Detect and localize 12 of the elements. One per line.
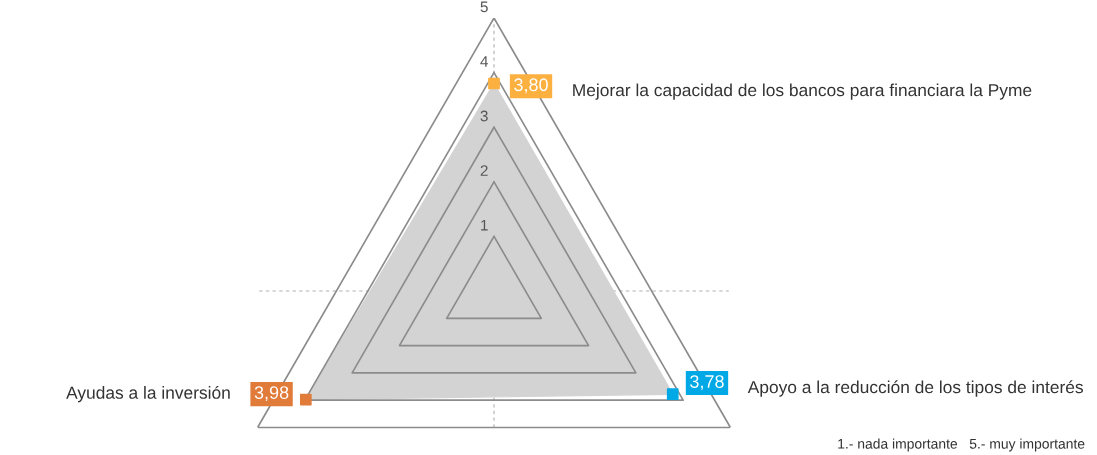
- spoke-label: Apoyo a la reducción de los tipos de interés: [747, 380, 1083, 397]
- y-tick-label: 3: [480, 110, 488, 122]
- data-label: 3,78: [690, 375, 724, 391]
- data-label: 3,80: [514, 78, 548, 94]
- y-tick-label: 4: [480, 56, 488, 67]
- spoke-label: Mejorar la capacidad de los bancos para financiara la Pyme: [573, 83, 1032, 100]
- spoke-label: Ayudas a la inversión: [66, 385, 230, 403]
- y-tick-label: 5: [480, 1, 488, 13]
- data-label: 3,98: [254, 386, 289, 402]
- y-tick-label: 1: [481, 219, 488, 231]
- y-tick-label: 2: [480, 165, 488, 176]
- text: 1.- nada importante 5.- muy importante: [838, 438, 1085, 452]
